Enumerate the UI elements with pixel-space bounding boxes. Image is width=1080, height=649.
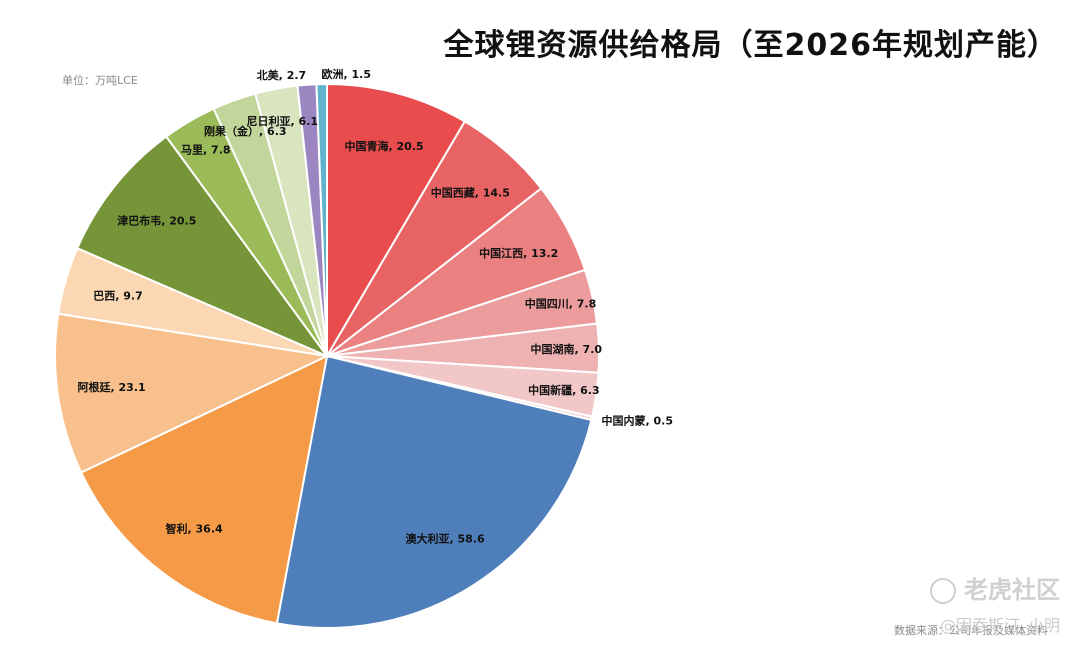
slice-label-3: 中国四川, 7.8	[525, 297, 597, 311]
source-note: 数据来源：公司年报及媒体资料	[894, 624, 1048, 637]
slice-label-9: 阿根廷, 23.1	[78, 380, 146, 394]
slice-label-13: 刚果（金）, 6.3	[204, 124, 287, 138]
slice-label-16: 欧洲, 1.5	[322, 67, 372, 81]
pie-labels: 中国青海, 20.5 中国西藏, 14.5 中国江西, 13.2 中国四川, 7.8 中…	[78, 67, 673, 546]
slice-label-10: 巴西, 9.7	[93, 290, 143, 303]
slice-label-2: 中国江西, 13.2	[479, 246, 558, 260]
slice-label-6: 中国内蒙, 0.5	[602, 414, 674, 428]
pie-slices	[54, 82, 600, 629]
slice-label-0: 中国青海, 20.5	[345, 139, 424, 153]
watermark-user: @因吞斯汀_小明	[939, 616, 1060, 635]
slice-label-1: 中国西藏, 14.5	[431, 185, 510, 199]
pie-slice-11	[75, 135, 330, 359]
slice-label-12: 马里, 7.8	[181, 144, 231, 157]
slice-label-15: 北美, 2.7	[257, 68, 307, 82]
watermark-logo-text: 老虎社区	[964, 576, 1060, 604]
slice-label-8: 智利, 36.4	[166, 521, 223, 535]
chart-title: 全球锂资源供给格局（至2026年规划产能）	[443, 28, 1058, 63]
slice-label-14: 尼日利亚, 6.1	[247, 114, 319, 128]
slice-label-4: 中国湖南, 7.0	[531, 342, 603, 356]
tiger-logo-icon	[930, 578, 956, 604]
pie-slice-9	[54, 312, 331, 474]
pie-slice-0	[326, 82, 467, 360]
slice-label-7: 澳大利亚, 58.6	[406, 532, 485, 546]
pie-slice-7	[275, 354, 593, 629]
slice-label-11: 津巴布韦, 20.5	[117, 213, 196, 227]
watermark-logo: 老虎社区	[930, 570, 1060, 605]
pie-slice-8	[79, 354, 329, 625]
unit-label: 单位：万吨LCE	[62, 74, 138, 87]
pie-slice-16	[315, 82, 328, 357]
slice-label-5: 中国新疆, 6.3	[528, 383, 600, 397]
